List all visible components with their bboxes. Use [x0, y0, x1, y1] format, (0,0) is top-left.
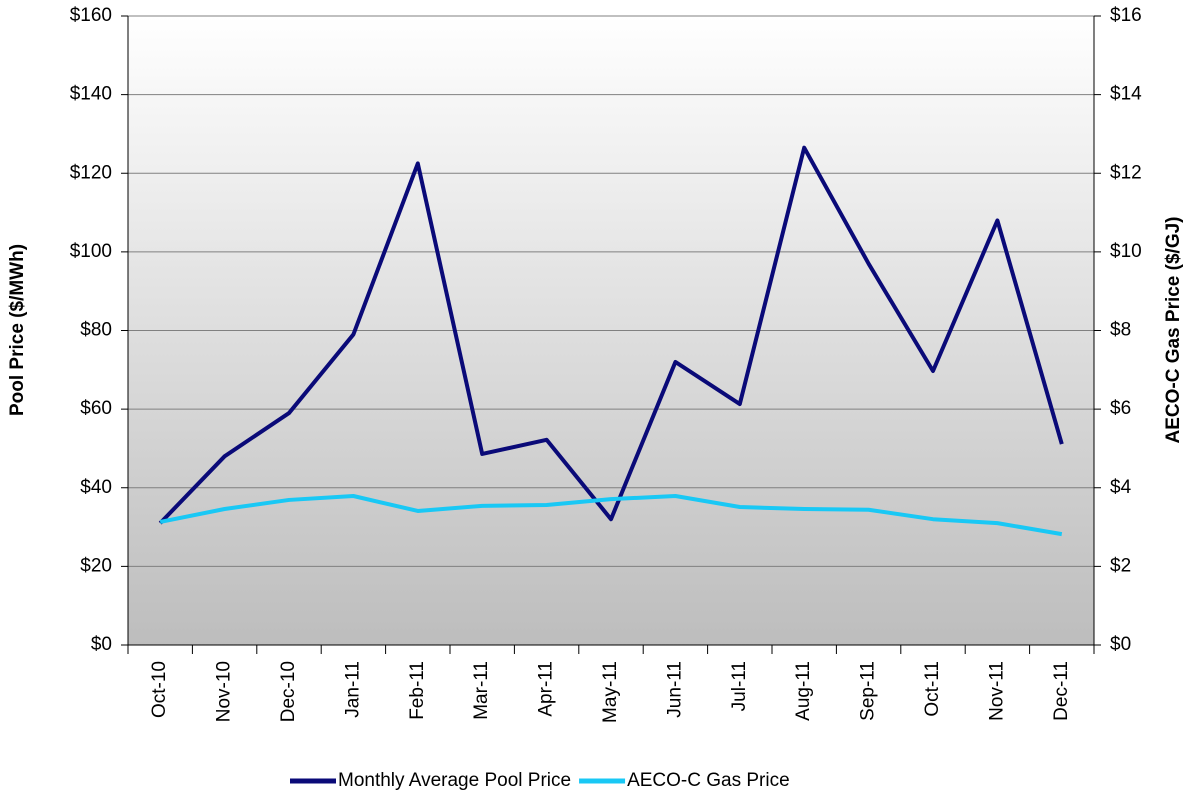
- y2-tick-label: $2: [1110, 555, 1131, 576]
- x-tick-label: Oct-10: [149, 661, 170, 718]
- series-line: [159, 494, 1063, 537]
- y-tick-label: $160: [70, 5, 112, 26]
- y-tick-label: $20: [80, 555, 112, 576]
- x-tick-label: Dec-11: [1051, 661, 1072, 721]
- x-tick-label: Nov-11: [986, 661, 1007, 721]
- y-tick-label: $120: [70, 162, 112, 183]
- y2-tick-label: $4: [1110, 477, 1132, 498]
- y2-axis-title: AECO-C Gas Price ($/GJ): [1163, 216, 1184, 443]
- x-tick-label: Jun-11: [664, 661, 685, 718]
- y2-tick-label: $14: [1110, 84, 1142, 105]
- y2-tick-label: $16: [1110, 5, 1142, 26]
- x-tick-label: Jan-11: [342, 661, 363, 718]
- y2-tick-label: $12: [1110, 162, 1142, 183]
- legend-label: AECO-C Gas Price: [627, 770, 790, 791]
- x-tick-label: Feb-11: [407, 661, 428, 720]
- y2-tick-label: $8: [1110, 320, 1131, 341]
- x-tick-label: Sep-11: [858, 661, 879, 721]
- y-tick-label: $100: [70, 241, 112, 262]
- y-tick-label: $40: [80, 477, 112, 498]
- x-tick-label: Jul-11: [729, 661, 750, 711]
- y2-tick-label: $0: [1110, 634, 1131, 655]
- x-tick-label: Apr-11: [536, 661, 557, 717]
- y-tick-label: $0: [91, 634, 112, 655]
- x-tick-label: Mar-11: [471, 661, 492, 720]
- y2-tick-label: $10: [1110, 241, 1142, 262]
- y-axis-title: Pool Price ($/MWh): [7, 244, 28, 416]
- x-tick-label: Oct-11: [922, 661, 943, 717]
- x-tick-label: May-11: [600, 661, 621, 723]
- x-tick-label: Nov-10: [214, 661, 235, 722]
- x-tick-label: Dec-10: [278, 661, 299, 722]
- y-tick-label: $140: [70, 84, 112, 105]
- legend-label: Monthly Average Pool Price: [338, 770, 571, 791]
- series-line: [158, 145, 1064, 525]
- y2-tick-label: $6: [1110, 398, 1131, 419]
- x-tick-label: Aug-11: [793, 661, 814, 721]
- y-tick-label: $80: [80, 320, 112, 341]
- y-tick-label: $60: [80, 398, 112, 419]
